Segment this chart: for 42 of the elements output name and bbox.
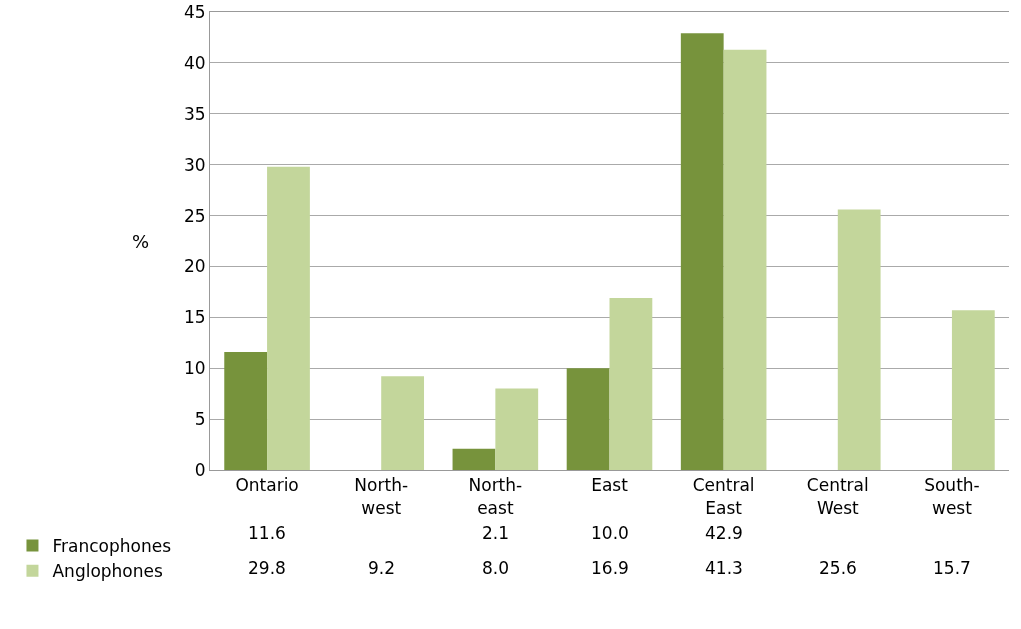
- bar: [837, 209, 881, 470]
- x-tick-label: North-east: [468, 475, 523, 518]
- bar: [609, 298, 653, 470]
- y-axis-title: %: [132, 231, 150, 252]
- y-tick-label: 25: [183, 205, 206, 226]
- bar: [267, 166, 310, 470]
- x-tick-label: East: [591, 475, 629, 496]
- data-label: 11.6: [248, 523, 286, 543]
- data-label: 10.0: [591, 523, 629, 543]
- legend-label: Anglophones: [52, 561, 163, 582]
- data-label: 41.3: [705, 558, 743, 578]
- data-label: 16.9: [591, 558, 629, 578]
- bar: [381, 376, 425, 470]
- x-tick-label: Central West: [806, 475, 869, 518]
- y-tick-label: 5: [194, 409, 206, 430]
- y-tick-label: 45: [183, 1, 206, 22]
- bar: [452, 448, 496, 470]
- y-tick-label: 0: [194, 459, 206, 480]
- x-tick-label: North-west: [354, 475, 409, 518]
- bar: [495, 388, 539, 470]
- y-tick-label: 35: [183, 103, 206, 124]
- y-tick-label: 15: [183, 307, 206, 328]
- data-label: 9.2: [368, 558, 396, 578]
- data-label: 8.0: [482, 558, 510, 578]
- y-tick-label: 40: [183, 52, 206, 73]
- x-tick-label: Central East: [692, 475, 755, 518]
- bar: [224, 351, 268, 470]
- x-tick-label: Ontario: [235, 475, 299, 496]
- data-label: 29.8: [248, 558, 286, 578]
- bar: [951, 310, 995, 470]
- bar: [680, 33, 724, 470]
- data-label: 2.1: [482, 523, 510, 543]
- bar: [723, 49, 767, 470]
- y-tick-label: 10: [183, 358, 206, 379]
- y-tick-label: 20: [183, 256, 206, 277]
- y-tick-label: 30: [183, 154, 206, 175]
- bar: [566, 368, 610, 470]
- data-label: 25.6: [819, 558, 857, 578]
- legend-label: Francophones: [52, 536, 172, 557]
- data-label: 42.9: [705, 523, 743, 543]
- x-tick-label: South-west: [924, 475, 980, 518]
- data-label: 15.7: [933, 558, 971, 578]
